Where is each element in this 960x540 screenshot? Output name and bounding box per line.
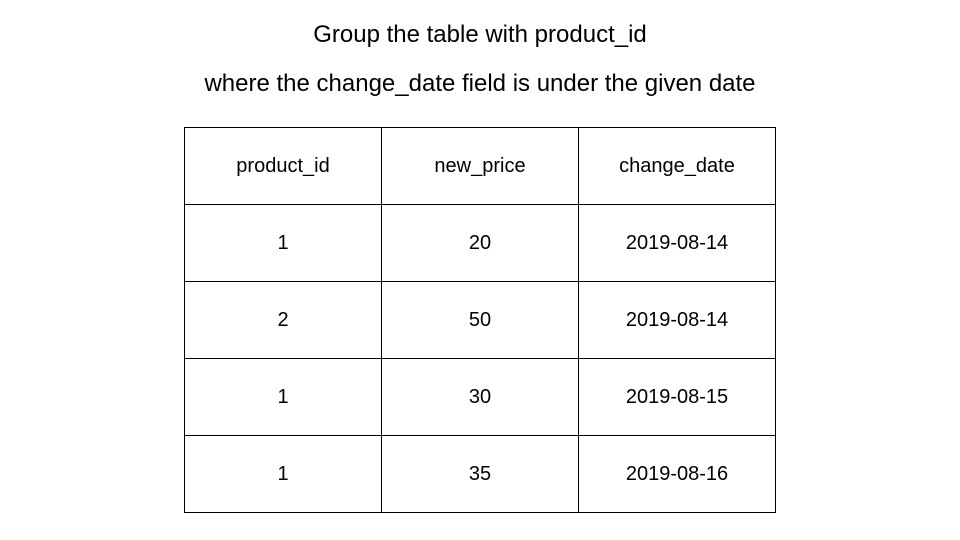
column-header-new-price: new_price xyxy=(381,127,579,205)
cell-change-date: 2019-08-16 xyxy=(578,435,776,513)
table-row: 1 20 2019-08-14 xyxy=(184,204,776,282)
cell-new-price: 30 xyxy=(381,358,579,436)
table-row: 1 35 2019-08-16 xyxy=(184,435,776,513)
column-header-product-id: product_id xyxy=(184,127,382,205)
cell-new-price: 35 xyxy=(381,435,579,513)
table-header-row: product_id new_price change_date xyxy=(184,127,776,205)
table-row: 1 30 2019-08-15 xyxy=(184,358,776,436)
cell-new-price: 50 xyxy=(381,281,579,359)
cell-product-id: 2 xyxy=(184,281,382,359)
cell-product-id: 1 xyxy=(184,358,382,436)
cell-new-price: 20 xyxy=(381,204,579,282)
cell-change-date: 2019-08-15 xyxy=(578,358,776,436)
title-line-2: where the change_date field is under the… xyxy=(204,70,756,97)
cell-change-date: 2019-08-14 xyxy=(578,281,776,359)
products-table: product_id new_price change_date 1 20 20… xyxy=(184,127,776,513)
cell-product-id: 1 xyxy=(184,204,382,282)
title-line-1: Group the table with product_id xyxy=(313,21,647,48)
column-header-change-date: change_date xyxy=(578,127,776,205)
cell-product-id: 1 xyxy=(184,435,382,513)
cell-change-date: 2019-08-14 xyxy=(578,204,776,282)
table-row: 2 50 2019-08-14 xyxy=(184,281,776,359)
